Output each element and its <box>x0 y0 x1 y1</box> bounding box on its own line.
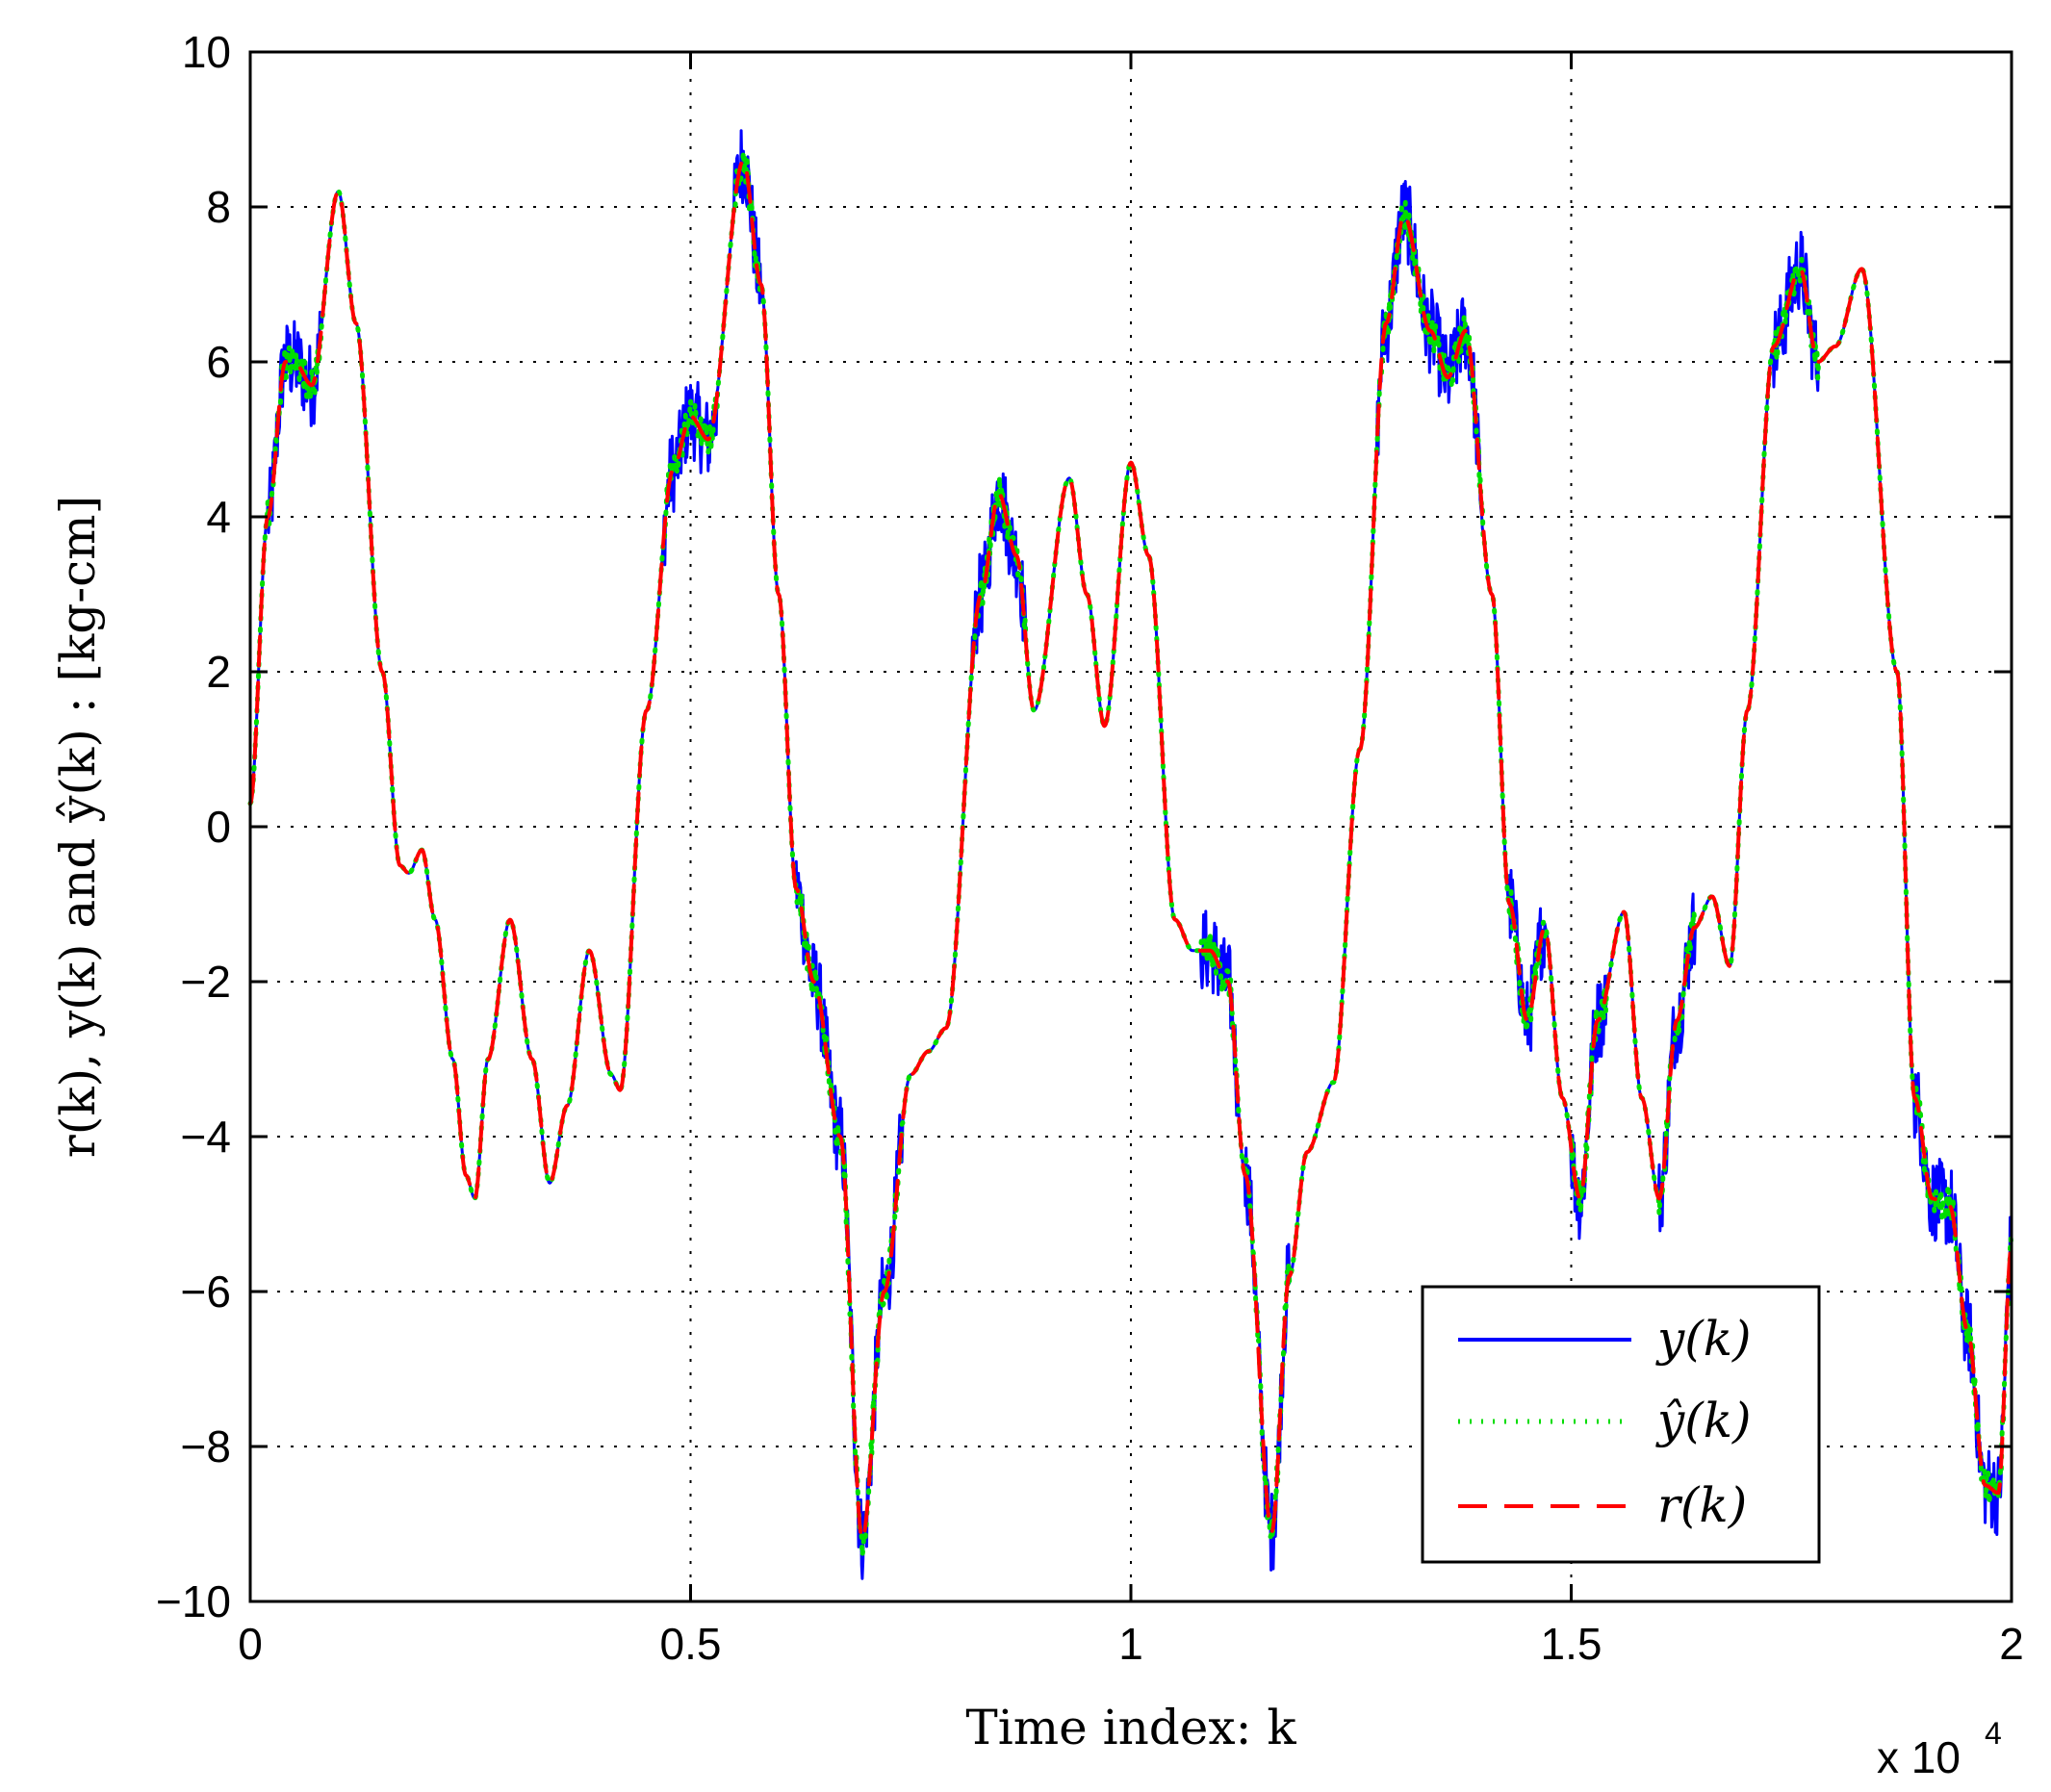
legend: y(k) ŷ(k) r(k) <box>1421 1285 1821 1564</box>
legend-label-y: y(k) <box>1655 1311 1752 1367</box>
y-tick-label: 8 <box>206 182 231 232</box>
y-tick-label: −8 <box>181 1421 231 1472</box>
y-tick-label: −2 <box>181 957 231 1007</box>
x-tick-label: 2 <box>1999 1619 2024 1669</box>
series-group <box>247 129 2014 1580</box>
legend-label-r: r(k) <box>1657 1477 1747 1533</box>
y-tick-label: 0 <box>206 802 231 852</box>
x-tick-label: 1.5 <box>1541 1619 1602 1669</box>
y-tick-labels: −10 −8 −6 −4 −2 0 2 4 6 8 10 <box>156 27 231 1626</box>
grid-lines <box>250 52 2012 1601</box>
y-tick-label: −10 <box>156 1576 231 1626</box>
legend-box <box>1421 1285 1821 1564</box>
ticks-group <box>248 50 2013 1603</box>
y-tick-label: 6 <box>206 337 231 387</box>
series-line-r <box>248 158 2013 1542</box>
x-tick-labels: 0 0.5 1 1.5 2 <box>238 1619 2024 1669</box>
x-tick-label: 1 <box>1118 1619 1143 1669</box>
y-tick-label: −6 <box>181 1267 231 1317</box>
x-axis-label: Time index: k <box>965 1700 1296 1755</box>
y-tick-label: 10 <box>182 27 231 77</box>
x-axis-multiplier: x 10 <box>1877 1732 1961 1782</box>
x-axis-multiplier-exponent: 4 <box>1985 1716 2002 1751</box>
y-tick-label: 4 <box>206 492 231 542</box>
y-tick-label: −4 <box>181 1112 231 1162</box>
y-tick-label: 2 <box>206 647 231 697</box>
y-axis-label: r(k), y(k) and ŷ(k) : [kg-cm] <box>50 496 106 1158</box>
x-tick-label: 0 <box>238 1619 263 1669</box>
legend-label-yhat: ŷ(k) <box>1655 1393 1752 1448</box>
x-tick-label: 0.5 <box>660 1619 722 1669</box>
